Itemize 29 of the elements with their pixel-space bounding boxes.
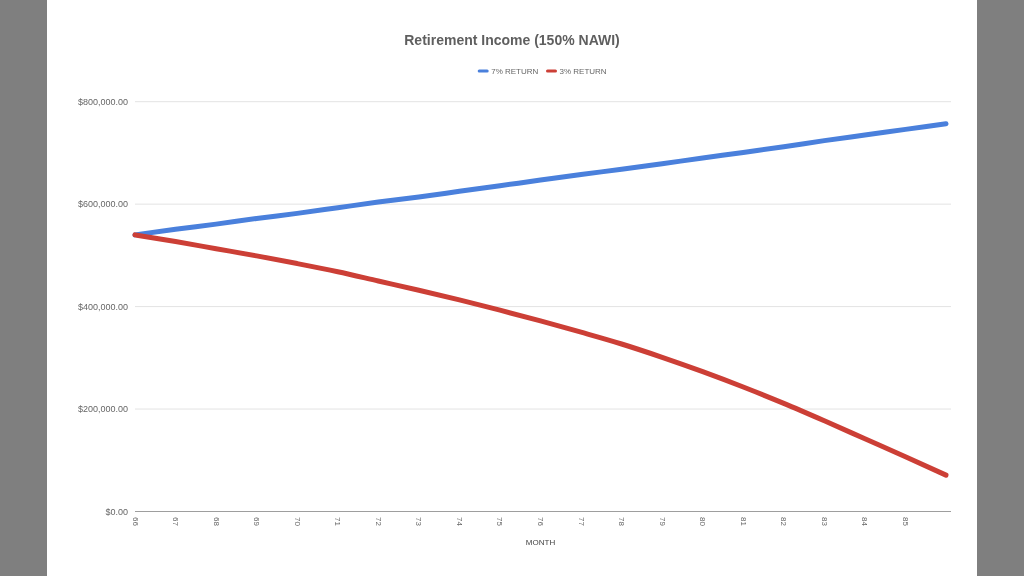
x-tick-label: 75 <box>495 517 505 527</box>
chart-title: Retirement Income (150% NAWI) <box>404 32 620 48</box>
x-tick-label: 84 <box>860 517 870 527</box>
y-tick-label: $800,000.00 <box>77 96 128 107</box>
x-tick-label: 74 <box>454 517 464 527</box>
legend-label: 3% RETURN <box>559 66 607 76</box>
x-tick-label: 76 <box>536 517 545 527</box>
y-tick-label: $400,000.00 <box>77 301 128 312</box>
y-tick-label: $600,000.00 <box>77 199 128 210</box>
x-axis-title: MONTH <box>525 538 556 547</box>
x-tick-label: 68 <box>211 517 221 527</box>
x-tick-label: 83 <box>819 517 829 527</box>
x-tick-label: 79 <box>657 517 667 527</box>
x-tick-label: 66 <box>130 517 140 527</box>
legend-label: 7% RETURN <box>491 66 539 76</box>
x-tick-label: 77 <box>576 517 586 527</box>
y-tick-label: $0.00 <box>105 506 128 517</box>
x-tick-label: 85 <box>900 517 910 527</box>
x-tick-label: 82 <box>779 517 789 527</box>
y-tick-label: $200,000.00 <box>77 404 128 415</box>
x-tick-label: 72 <box>373 517 383 527</box>
x-tick-label: 70 <box>292 517 302 527</box>
x-tick-label: 73 <box>414 517 424 527</box>
x-tick-label: 78 <box>617 517 627 527</box>
x-tick-label: 80 <box>698 517 708 527</box>
x-tick-label: 67 <box>171 517 181 527</box>
x-tick-label: 71 <box>333 517 343 527</box>
x-tick-label: 69 <box>252 517 262 527</box>
x-tick-label: 81 <box>738 517 748 527</box>
